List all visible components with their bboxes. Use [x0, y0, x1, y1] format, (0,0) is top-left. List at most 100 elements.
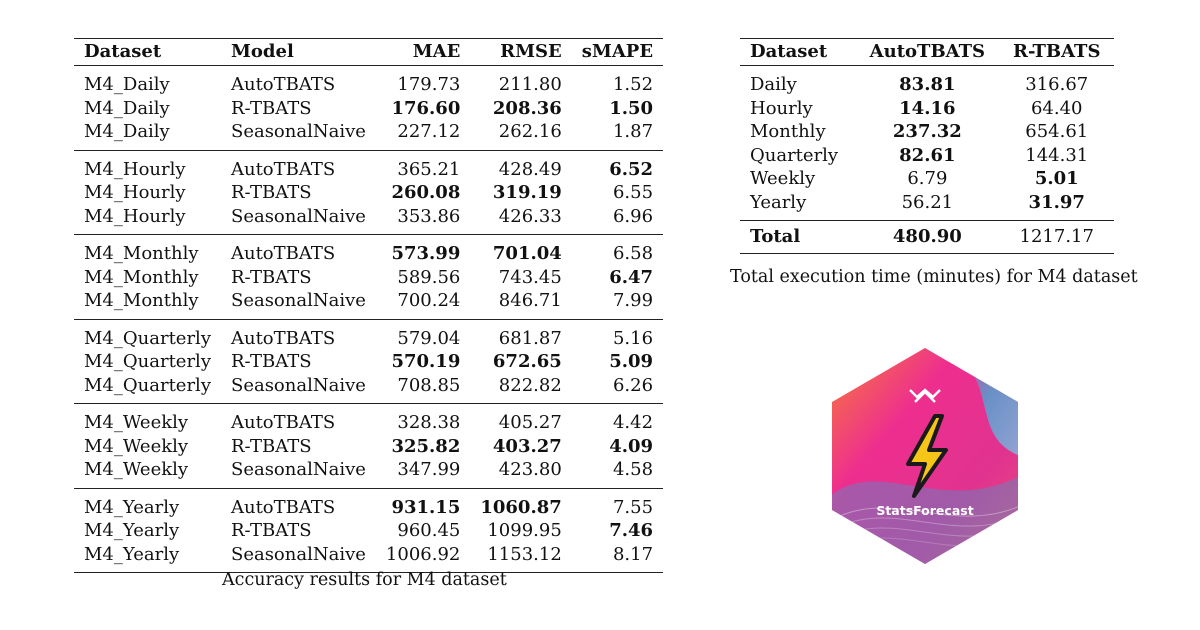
table-row: M4_Daily SeasonalNaive 227.12 262.16 1.87 — [74, 120, 664, 150]
model-cell: AutoTBATS — [230, 74, 336, 95]
dataset-cell: M4_Hourly — [84, 158, 186, 180]
rmse-cell: 701.04 — [492, 243, 562, 264]
table-row: M4_Monthly SeasonalNaive 700.24 846.71 7.99 — [74, 289, 664, 319]
model-cell: R-TBATS — [230, 266, 312, 288]
autotbats-time-cell: 6.79 — [907, 168, 948, 189]
total-label: Total — [750, 226, 801, 247]
rtbats-time-cell: 316.67 — [1025, 74, 1089, 95]
table-row: M4_Weekly SeasonalNaive 347.99 423.80 4.58 — [74, 458, 664, 488]
dataset-cell: M4_Yearly — [84, 543, 180, 565]
model-cell: AutoTBATS — [230, 412, 336, 433]
header-dataset: Dataset — [750, 41, 828, 63]
mae-cell: 573.99 — [391, 243, 461, 264]
rmse-cell: 822.82 — [498, 374, 562, 396]
dataset-cell: Yearly — [750, 191, 807, 213]
rmse-cell: 208.36 — [492, 97, 562, 119]
header-model: Model — [230, 41, 294, 63]
table-row: M4_Daily R-TBATS 176.60 208.36 1.50 — [74, 97, 663, 121]
smape-cell: 1.87 — [612, 121, 654, 142]
mae-cell: 353.86 — [397, 205, 461, 227]
rtbats-time-cell: 654.61 — [1025, 121, 1089, 142]
table-row: M4_Hourly R-TBATS 260.08 319.19 6.55 — [74, 181, 663, 205]
autotbats-time-cell: 56.21 — [901, 191, 954, 213]
rmse-cell: 423.80 — [498, 459, 562, 480]
dataset-cell: Monthly — [750, 121, 826, 142]
table-row: Monthly 237.32 654.61 — [740, 120, 1114, 144]
rmse-cell: 405.27 — [498, 412, 562, 433]
logo-wordmark: StatsForecast — [876, 503, 974, 518]
dataset-cell: M4_Daily — [84, 74, 170, 95]
model-cell: AutoTBATS — [230, 327, 336, 349]
total-rtbats: 1217.17 — [1019, 226, 1094, 247]
smape-cell: 1.52 — [612, 74, 654, 95]
rmse-cell: 319.19 — [492, 182, 562, 203]
smape-cell: 4.42 — [612, 412, 654, 433]
rmse-cell: 846.71 — [498, 290, 562, 311]
autotbats-time-cell: 14.16 — [899, 97, 956, 119]
statsforecast-logo — [832, 348, 1018, 564]
dataset-cell: M4_Yearly — [84, 496, 180, 518]
rtbats-time-cell: 5.01 — [1034, 168, 1079, 189]
dataset-cell: M4_Quarterly — [84, 327, 211, 349]
model-cell: SeasonalNaive — [230, 121, 366, 142]
header-mae: MAE — [412, 41, 461, 63]
execution-time-caption: Total execution time (minutes) for M4 da… — [730, 267, 1138, 287]
mae-cell: 570.19 — [391, 351, 461, 372]
header-autotbats: AutoTBATS — [869, 41, 986, 63]
rmse-cell: 681.87 — [498, 327, 562, 349]
smape-cell: 4.58 — [612, 459, 654, 480]
dataset-cell: M4_Monthly — [84, 266, 199, 288]
dataset-cell: M4_Yearly — [84, 520, 180, 541]
rmse-cell: 1153.12 — [487, 543, 562, 565]
mae-cell: 227.12 — [397, 121, 461, 142]
dataset-cell: Quarterly — [750, 144, 839, 166]
accuracy-header-row: Dataset Model MAE RMSE sMAPE — [74, 39, 664, 66]
table-row: M4_Hourly SeasonalNaive 353.86 426.33 6.96 — [74, 205, 664, 235]
smape-cell: 7.55 — [612, 496, 654, 518]
timing-header-row: Dataset AutoTBATS R-TBATS — [740, 39, 1114, 66]
smape-cell: 5.16 — [612, 327, 654, 349]
autotbats-time-cell: 82.61 — [899, 144, 956, 166]
mae-cell: 365.21 — [397, 158, 461, 180]
model-cell: R-TBATS — [230, 351, 312, 372]
model-cell: R-TBATS — [230, 182, 312, 203]
table-row: M4_Yearly R-TBATS 960.45 1099.95 7.46 — [74, 519, 663, 543]
smape-cell: 6.52 — [609, 158, 654, 180]
rtbats-time-cell: 31.97 — [1028, 191, 1085, 213]
header-rtbats: R-TBATS — [1013, 41, 1101, 63]
model-cell: R-TBATS — [230, 520, 312, 541]
table-row: Hourly 14.16 64.40 — [740, 97, 1114, 121]
table-row: M4_Quarterly SeasonalNaive 708.85 822.82 6.2… — [74, 374, 664, 404]
table-row: M4_Monthly R-TBATS 589.56 743.45 6.47 — [74, 266, 663, 290]
rmse-cell: 1099.95 — [487, 520, 562, 541]
mae-cell: 931.15 — [391, 496, 461, 518]
dataset-cell: M4_Daily — [84, 121, 170, 142]
mae-cell: 328.38 — [397, 412, 461, 433]
smape-cell: 7.99 — [612, 290, 654, 311]
smape-cell: 6.47 — [609, 266, 654, 288]
smape-cell: 7.46 — [609, 520, 654, 541]
total-row: Total 480.90 1217.17 — [740, 220, 1114, 254]
dataset-cell: Daily — [750, 74, 797, 95]
rtbats-time-cell: 64.40 — [1030, 97, 1083, 119]
header-rmse: RMSE — [500, 41, 562, 63]
table-row: M4_Weekly AutoTBATS 328.38 405.27 4.42 — [74, 404, 663, 435]
lightning-bolt-icon — [906, 414, 948, 498]
rmse-cell: 262.16 — [498, 121, 562, 142]
table-row: Daily 83.81 316.67 — [740, 66, 1114, 97]
dataset-cell: M4_Monthly — [84, 243, 199, 264]
accuracy-table: Dataset Model MAE RMSE sMAPE M4_Daily Aut… — [74, 38, 664, 573]
dataset-cell: M4_Daily — [84, 97, 170, 119]
smape-cell: 6.26 — [612, 374, 654, 396]
table-row: Yearly 56.21 31.97 — [740, 191, 1114, 221]
mae-cell: 700.24 — [397, 290, 461, 311]
table-row: Weekly 6.79 5.01 — [740, 167, 1114, 191]
execution-time-table: Dataset AutoTBATS R-TBATS Daily 83.81 316.… — [740, 38, 1114, 254]
mae-cell: 260.08 — [391, 182, 461, 203]
table-row: Quarterly 82.61 144.31 — [740, 144, 1114, 168]
model-cell: SeasonalNaive — [230, 459, 366, 480]
accuracy-table-body: M4_Daily AutoTBATS 179.73 211.80 1.52 M4_Dail… — [74, 66, 664, 573]
timing-table-body: Daily 83.81 316.67 Hourly 14.16 64.40 Monthly 2… — [740, 66, 1114, 221]
autotbats-time-cell: 83.81 — [899, 74, 956, 95]
dataset-cell: M4_Weekly — [84, 459, 189, 480]
